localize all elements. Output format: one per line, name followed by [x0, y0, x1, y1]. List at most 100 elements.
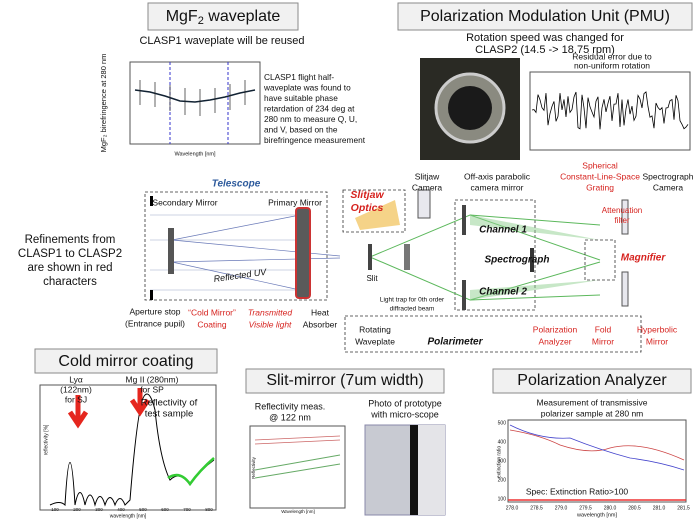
label: 800	[205, 507, 213, 512]
label: 700	[183, 507, 191, 512]
label: Rotation speed was changed for	[466, 32, 624, 44]
label: Rotating	[359, 324, 391, 334]
magnifier-box	[584, 239, 616, 281]
label: characters	[43, 276, 97, 288]
label: polarizer sample at 280 nm	[541, 408, 644, 418]
label: Mirror	[592, 336, 614, 346]
title-box	[397, 2, 693, 31]
label: Spec: Extinction Ratio>100	[526, 486, 629, 496]
label: Slit-mirror (7um width)	[266, 372, 423, 389]
label: Cold mirror coating	[58, 353, 193, 370]
label: Reflectivity of	[141, 398, 198, 409]
label: Analyzer	[538, 336, 571, 346]
label: Coating	[197, 319, 227, 329]
ratio-curve	[509, 424, 685, 471]
label: Absorber	[303, 319, 338, 329]
label: Optics	[351, 202, 384, 214]
label: CLASP1 to CLASP2	[18, 248, 122, 260]
label: CLASP1 waveplate will be reused	[139, 35, 304, 47]
label: Primary Mirror	[268, 197, 322, 207]
label: filter	[614, 216, 629, 225]
reference-lines	[254, 435, 341, 445]
label: Magnifier	[621, 253, 667, 264]
label: retardation of 234 deg at	[264, 104, 355, 114]
label: Reflectivity	[251, 456, 256, 479]
label: 100	[51, 507, 59, 512]
light-trap	[404, 244, 410, 270]
label: Aperture stop	[129, 306, 180, 316]
label: Heat	[311, 307, 330, 317]
title-box	[245, 368, 445, 394]
label: Measurement of transmissive	[536, 397, 647, 407]
camera-mirror	[462, 205, 466, 235]
grating	[530, 248, 534, 272]
label: 280 nm to measure Q, U,	[264, 114, 357, 124]
label: 279.5	[579, 505, 592, 511]
label: Transmitted	[248, 307, 293, 317]
label: Camera	[412, 182, 443, 192]
label: for SP	[140, 384, 164, 394]
label: 200	[498, 477, 507, 483]
aperture-stop	[150, 290, 153, 300]
label: Mirror	[646, 336, 668, 346]
label: Slit	[366, 274, 378, 283]
slit-photo-part	[418, 425, 445, 515]
label: Spectrograph	[642, 171, 693, 181]
label: Reflectivity meas.	[255, 401, 326, 411]
label: Residual error due to	[572, 51, 652, 61]
slitjaw-camera	[417, 189, 431, 219]
label: “Cold Mirror”	[188, 307, 236, 317]
label: 500	[139, 507, 147, 512]
label: Wavelength [nm]	[174, 151, 216, 157]
label: Lyα	[69, 374, 83, 384]
label: Waveplate	[355, 336, 395, 346]
label: Channel 1	[479, 225, 527, 236]
label: Wavelength [nm]	[281, 509, 315, 514]
label: Constant-Line-Space	[560, 171, 640, 181]
label: 400	[117, 507, 125, 512]
pmu-hole	[448, 86, 492, 130]
label: diffracted beam	[390, 306, 435, 313]
label: Mg II (280nm)	[126, 374, 179, 384]
label: 100	[498, 496, 507, 502]
title-box	[34, 348, 218, 374]
slitjaw-beam	[355, 200, 400, 230]
label: 281.5	[677, 505, 690, 511]
spectrograph-camera	[621, 199, 629, 235]
label: camera mirror	[471, 182, 524, 192]
label: CLASP1 flight half-	[264, 72, 334, 82]
label: Photo of prototype	[368, 398, 442, 408]
label: Telescope	[212, 179, 261, 190]
label: (122nm)	[60, 384, 92, 394]
channel-beams	[470, 215, 600, 300]
label: 281.0	[653, 505, 666, 511]
label: non-uniform rotation	[574, 60, 650, 70]
rays	[171, 214, 341, 291]
label: @ 122 nm	[269, 412, 311, 422]
label: 279.0	[555, 505, 568, 511]
section-title: MgF2 waveplate	[166, 8, 281, 27]
label: Refinements from	[25, 234, 116, 246]
label: 278.5	[530, 505, 543, 511]
label: Polarization	[533, 324, 578, 334]
inset-frame	[529, 71, 691, 151]
label: Hyperbolic	[637, 324, 678, 334]
aperture-stop	[150, 196, 153, 206]
label: 278.0	[506, 505, 519, 511]
label: Spherical	[582, 160, 618, 170]
label: CLASP2 (14.5 -> 18.75 rpm)	[475, 44, 615, 56]
label: 300	[95, 507, 103, 512]
arrow	[129, 388, 151, 417]
label: extinction ratio	[496, 446, 502, 478]
label: 500	[498, 420, 507, 426]
label: Off-axis parabolic	[464, 171, 531, 181]
slitjaw-box	[342, 189, 406, 233]
spectrograph-box	[454, 199, 536, 311]
label: Fold	[595, 324, 612, 334]
label: test sample	[145, 409, 194, 420]
secondary-mirror	[168, 228, 174, 274]
label: Channel 2	[479, 287, 527, 298]
label: have suitable phase	[264, 93, 338, 103]
reflectivity-lines	[254, 454, 341, 479]
